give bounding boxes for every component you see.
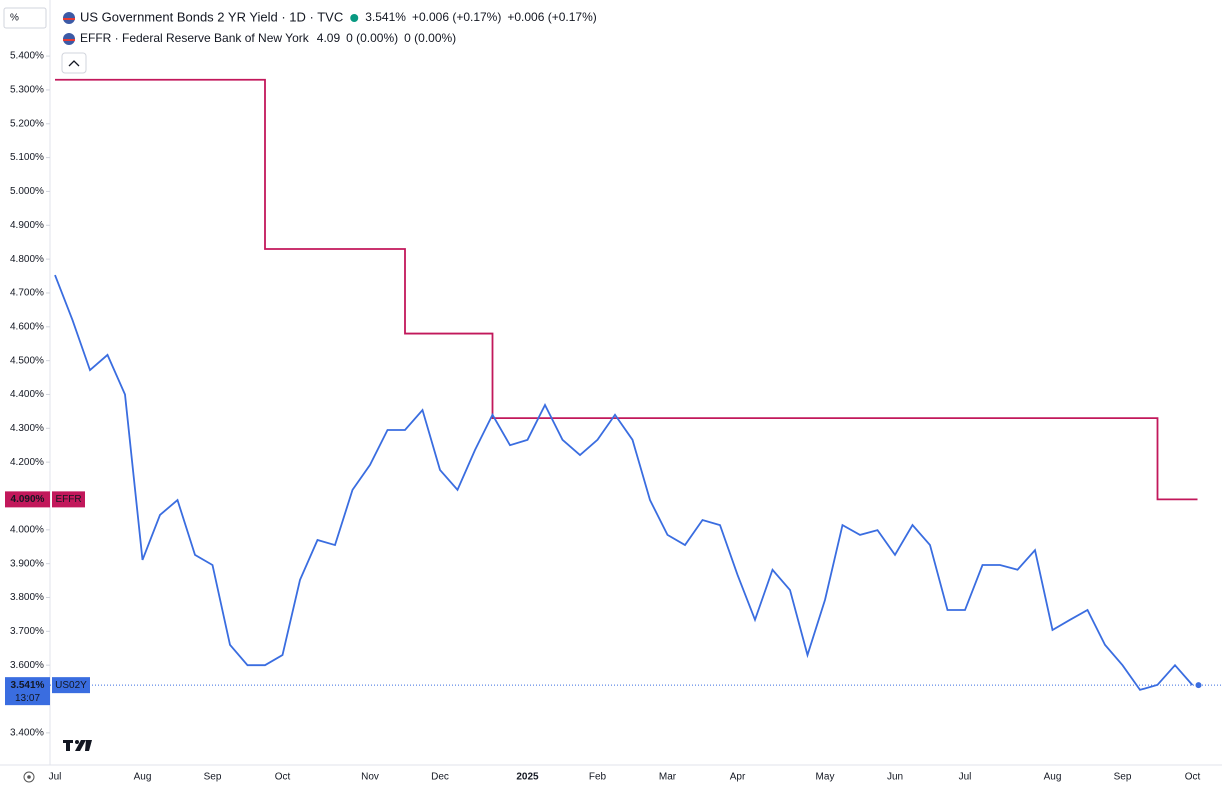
- y-tick-label: 4.800%: [10, 254, 44, 265]
- x-tick-label: Aug: [1044, 772, 1062, 783]
- y-tick-label: 4.300%: [10, 423, 44, 434]
- y-tick-label: 5.300%: [10, 85, 44, 96]
- legend-title: US Government Bonds 2 YR Yield · 1D · TV…: [80, 9, 343, 24]
- legend-price: 4.09: [317, 31, 341, 45]
- settings-icon[interactable]: [23, 771, 35, 783]
- y-tick-label: 5.200%: [10, 118, 44, 129]
- collapse-icon: [68, 60, 80, 67]
- flag-stripe: [63, 39, 75, 41]
- status-dot: [350, 14, 359, 22]
- name-badge-label: EFFR: [55, 494, 81, 505]
- x-tick-label: Dec: [431, 772, 449, 783]
- logo-part: [75, 740, 79, 744]
- settings-icon-dot: [27, 775, 31, 779]
- name-badge: [52, 491, 85, 508]
- unit-box[interactable]: [3, 7, 47, 29]
- y-tick-label: 4.700%: [10, 288, 44, 299]
- x-tick-label: Jul: [49, 772, 62, 783]
- price-badge: [5, 677, 50, 694]
- price-badge-label: 4.090%: [11, 494, 45, 505]
- countdown-label: 13:07: [15, 693, 40, 704]
- y-tick-label: 4.400%: [10, 389, 44, 400]
- legend-title: EFFR · Federal Reserve Bank of New York: [80, 31, 310, 45]
- legend-price: 3.541%: [365, 10, 406, 24]
- name-badge: [52, 677, 90, 694]
- x-tick-label: Aug: [134, 772, 152, 783]
- x-tick-label: Sep: [204, 772, 222, 783]
- x-tick-label: Oct: [275, 772, 291, 783]
- y-tick-label: 3.900%: [10, 558, 44, 569]
- legend-change2: +0.006 (+0.17%): [507, 10, 596, 24]
- x-tick-label: Nov: [361, 772, 379, 783]
- logo-part: [75, 740, 86, 751]
- y-tick-label: 4.900%: [10, 220, 44, 231]
- legend-change2: 0 (0.00%): [404, 31, 456, 45]
- x-tick-label: Sep: [1114, 772, 1132, 783]
- y-tick-label: 3.800%: [10, 592, 44, 603]
- legend-change: +0.006 (+0.17%): [412, 10, 501, 24]
- series-line: [54, 274, 1194, 691]
- x-tick-label: May: [816, 772, 835, 783]
- collapse-button[interactable]: [61, 52, 87, 74]
- y-tick-label: 4.200%: [10, 457, 44, 468]
- y-tick-label: 3.600%: [10, 660, 44, 671]
- y-tick-label: 5.400%: [10, 51, 44, 62]
- price-badge-label: 3.541%: [11, 680, 45, 691]
- y-tick-label: 5.000%: [10, 186, 44, 197]
- countdown-badge: [5, 691, 50, 706]
- series-line: [55, 78, 1198, 501]
- y-tick-label: 3.400%: [10, 727, 44, 738]
- flag-stripe: [63, 18, 75, 20]
- tv-logo: [63, 740, 92, 751]
- x-tick-label: Jun: [887, 772, 903, 783]
- y-tick-label: 4.500%: [10, 355, 44, 366]
- last-point: [1195, 682, 1202, 689]
- x-tick-label: Oct: [1185, 772, 1201, 783]
- name-badge-label: US02Y: [55, 680, 87, 691]
- x-tick-label: Apr: [730, 772, 746, 783]
- x-tick-label: Jul: [959, 772, 972, 783]
- x-tick-label: Feb: [589, 772, 607, 783]
- y-tick-label: 3.700%: [10, 626, 44, 637]
- logo-part: [66, 740, 70, 751]
- x-tick-label: Mar: [659, 772, 677, 783]
- y-tick-label: 4.600%: [10, 321, 44, 332]
- y-tick-label: 4.000%: [10, 524, 44, 535]
- unit-label: %: [10, 13, 19, 24]
- price-badge: [5, 491, 50, 508]
- logo-part: [85, 740, 92, 751]
- x-tick-label: 2025: [516, 772, 539, 783]
- legend-change: 0 (0.00%): [346, 31, 398, 45]
- y-tick-label: 5.100%: [10, 152, 44, 163]
